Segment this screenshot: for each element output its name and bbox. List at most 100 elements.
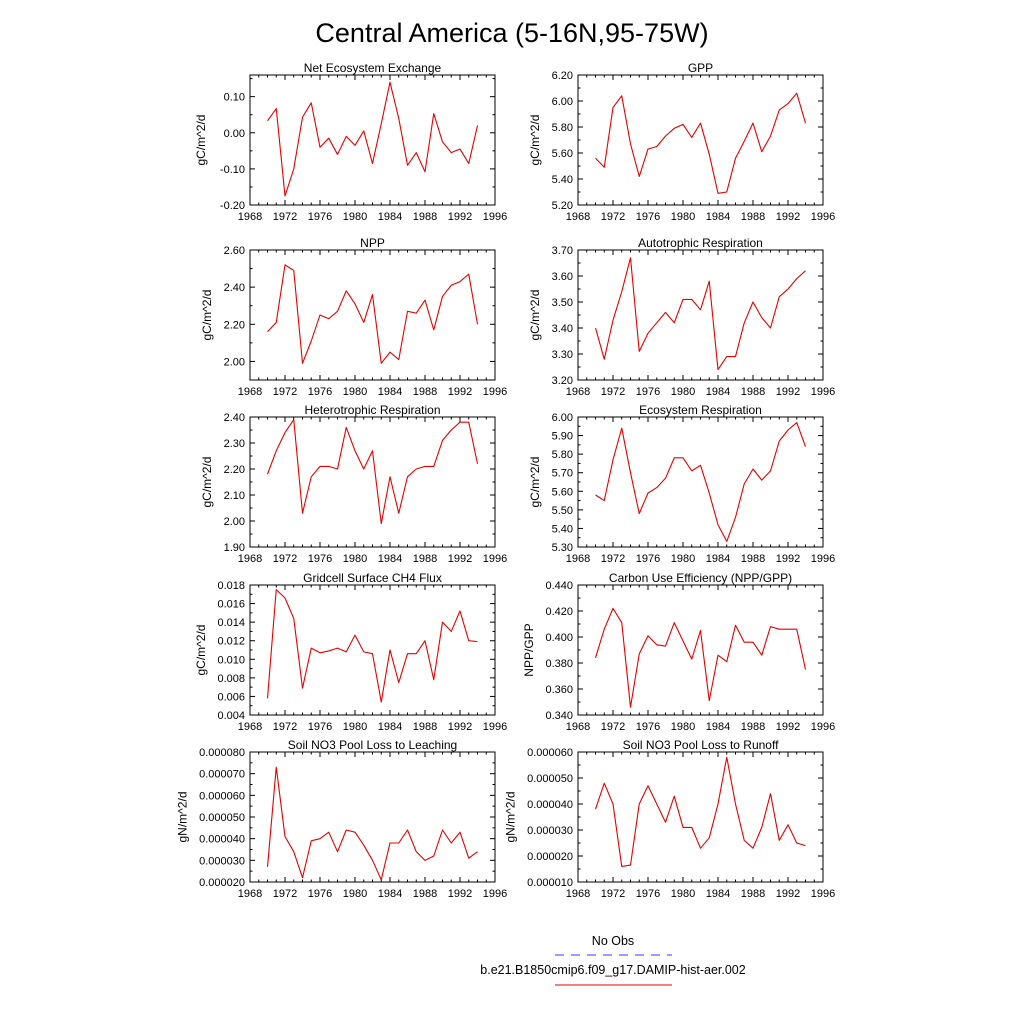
legend: No Obs b.e21.B1850cmip6.f09_g17.DAMIP-hi… xyxy=(480,934,746,986)
series-line xyxy=(267,264,479,364)
y-tick-label: 0.000050 xyxy=(527,773,573,785)
x-tick-label: 1996 xyxy=(483,888,507,900)
y-axis-label: gC/m^2/d xyxy=(528,457,542,508)
x-tick-label: 1988 xyxy=(741,553,765,565)
x-tick-label: 1980 xyxy=(343,386,367,398)
plot-frame xyxy=(249,584,496,716)
panel-npp: NPP 1968 1972 1976 1980 1984 1988 1992 1996 2.00 2… xyxy=(200,236,507,398)
y-tick-label: 0.380 xyxy=(545,658,573,670)
y-tick-label: 5.60 xyxy=(552,148,573,160)
x-tick-label: 1972 xyxy=(273,211,297,223)
panel-grid: Net Ecosystem Exchange 1968 1972 1976 1980 19… xyxy=(175,61,835,900)
x-tick-label: 1992 xyxy=(776,888,800,900)
y-axis-label: NPP/GPP xyxy=(522,623,536,676)
y-tick-label: -0.10 xyxy=(220,164,245,176)
x-tick-label: 1980 xyxy=(671,888,695,900)
x-tick-label: 1980 xyxy=(343,888,367,900)
x-tick-label: 1980 xyxy=(671,553,695,565)
y-tick-label: 0.000060 xyxy=(527,747,573,759)
panel-title: Soil NO3 Pool Loss to Runoff xyxy=(623,738,780,752)
y-tick-label: -0.20 xyxy=(220,200,245,212)
y-tick-label: 2.20 xyxy=(224,464,245,476)
y-tick-label: 0.012 xyxy=(217,636,245,648)
panel-title: Soil NO3 Pool Loss to Leaching xyxy=(288,738,457,752)
x-tick-label: 1980 xyxy=(671,211,695,223)
legend-label-model-run: b.e21.B1850cmip6.f09_g17.DAMIP-hist-aer.… xyxy=(480,963,745,977)
plot-frame xyxy=(577,584,824,716)
y-tick-label: 0.018 xyxy=(217,580,245,592)
panel-soil-no3-pool-loss-to-runoff: Soil NO3 Pool Loss to Runoff 1968 1972 1976… xyxy=(503,738,835,900)
y-tick-label: 6.00 xyxy=(552,412,573,424)
y-tick-label: 0.016 xyxy=(217,599,245,611)
y-tick-label: 3.40 xyxy=(552,323,573,335)
plot-frame xyxy=(577,416,824,548)
y-tick-label: 0.006 xyxy=(217,691,245,703)
y-tick-label: 5.40 xyxy=(552,523,573,535)
x-tick-label: 1988 xyxy=(413,211,437,223)
y-tick-label: 2.60 xyxy=(224,245,245,257)
y-tick-label: 0.420 xyxy=(545,606,573,618)
panel-autotrophic-respiration: Autotrophic Respiration 1968 1972 1976 1980 1… xyxy=(528,236,835,398)
x-tick-label: 1984 xyxy=(706,888,730,900)
plot-frame xyxy=(249,74,496,206)
x-tick-label: 1984 xyxy=(378,553,402,565)
x-tick-label: 1972 xyxy=(601,721,625,733)
x-tick-label: 1976 xyxy=(308,211,332,223)
panel-title: Autotrophic Respiration xyxy=(638,236,763,250)
y-tick-label: 0.000040 xyxy=(527,799,573,811)
x-tick-label: 1972 xyxy=(601,888,625,900)
x-tick-label: 1980 xyxy=(343,721,367,733)
y-tick-label: 5.90 xyxy=(552,431,573,443)
y-axis-label: gC/m^2/d xyxy=(194,115,208,166)
panel-title: Carbon Use Efficiency (NPP/GPP) xyxy=(609,571,792,585)
y-tick-label: 0.400 xyxy=(545,632,573,644)
y-tick-label: 3.70 xyxy=(552,245,573,257)
x-tick-label: 1992 xyxy=(448,211,472,223)
x-tick-label: 1992 xyxy=(776,721,800,733)
y-tick-label: 0.000060 xyxy=(199,790,245,802)
x-tick-label: 1968 xyxy=(566,211,590,223)
x-tick-label: 1996 xyxy=(483,553,507,565)
y-tick-label: 3.60 xyxy=(552,271,573,283)
series-line xyxy=(594,257,806,371)
y-tick-label: 0.000020 xyxy=(199,877,245,889)
panel-ecosystem-respiration: Ecosystem Respiration 1968 1972 1976 1980 198… xyxy=(528,403,835,565)
y-tick-label: 2.40 xyxy=(224,282,245,294)
figure-title: Central America (5-16N,95-75W) xyxy=(315,18,708,48)
y-axis-label: gC/m^2/d xyxy=(528,290,542,341)
y-tick-label: 6.00 xyxy=(552,96,573,108)
y-tick-label: 0.000070 xyxy=(199,769,245,781)
y-tick-label: 0.000080 xyxy=(199,747,245,759)
x-tick-label: 1968 xyxy=(238,553,262,565)
x-tick-label: 1996 xyxy=(811,553,835,565)
x-tick-label: 1988 xyxy=(741,888,765,900)
series-line xyxy=(267,81,479,197)
y-tick-label: 0.000040 xyxy=(199,834,245,846)
x-tick-label: 1968 xyxy=(238,888,262,900)
x-tick-label: 1996 xyxy=(483,211,507,223)
y-tick-label: 5.20 xyxy=(552,200,573,212)
series-line xyxy=(595,422,807,542)
y-tick-label: 3.50 xyxy=(552,297,573,309)
x-tick-label: 1984 xyxy=(378,386,402,398)
series-line xyxy=(594,756,806,867)
x-tick-label: 1976 xyxy=(308,721,332,733)
series-line xyxy=(266,589,478,703)
x-tick-label: 1972 xyxy=(273,888,297,900)
panel-title: GPP xyxy=(688,61,713,75)
x-tick-label: 1980 xyxy=(343,553,367,565)
panel-title: Gridcell Surface CH4 Flux xyxy=(303,571,442,585)
x-tick-label: 1976 xyxy=(636,721,660,733)
x-tick-label: 1984 xyxy=(378,888,402,900)
panel-title: Net Ecosystem Exchange xyxy=(304,61,442,75)
x-tick-label: 1976 xyxy=(308,553,332,565)
x-tick-label: 1992 xyxy=(776,553,800,565)
x-tick-label: 1968 xyxy=(566,553,590,565)
x-tick-label: 1972 xyxy=(273,386,297,398)
y-tick-label: 0.014 xyxy=(217,617,245,629)
x-tick-label: 1988 xyxy=(413,888,437,900)
y-tick-label: 5.80 xyxy=(552,449,573,461)
series-line xyxy=(266,419,479,525)
x-tick-label: 1992 xyxy=(776,386,800,398)
x-tick-label: 1972 xyxy=(601,211,625,223)
